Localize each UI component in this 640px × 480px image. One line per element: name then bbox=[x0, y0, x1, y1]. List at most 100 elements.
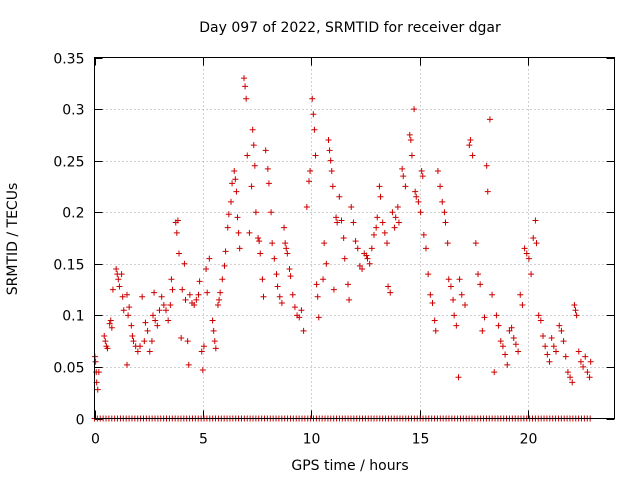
data-point bbox=[224, 224, 231, 231]
data-point bbox=[368, 245, 375, 252]
data-point bbox=[116, 283, 123, 290]
y-tick-label: 0.25 bbox=[53, 155, 84, 171]
data-point bbox=[232, 176, 239, 183]
data-point bbox=[119, 293, 126, 300]
data-point bbox=[300, 327, 307, 334]
data-point bbox=[537, 317, 544, 324]
data-point bbox=[484, 188, 491, 195]
data-point bbox=[198, 348, 205, 355]
data-point bbox=[94, 386, 101, 393]
data-point bbox=[385, 283, 392, 290]
data-point bbox=[376, 183, 383, 190]
data-point bbox=[429, 299, 436, 306]
data-point bbox=[354, 245, 361, 252]
data-point bbox=[118, 271, 125, 278]
data-point bbox=[231, 167, 238, 174]
data-point bbox=[508, 324, 515, 331]
data-point bbox=[330, 286, 337, 293]
data-point bbox=[544, 351, 551, 358]
data-point bbox=[573, 312, 580, 319]
data-point bbox=[542, 343, 549, 350]
data-point bbox=[546, 358, 553, 365]
data-point bbox=[128, 322, 135, 329]
data-point bbox=[363, 252, 370, 259]
data-point bbox=[523, 250, 530, 257]
data-point bbox=[178, 335, 185, 342]
data-point bbox=[371, 231, 377, 238]
data-point bbox=[134, 348, 141, 355]
data-point bbox=[350, 219, 357, 226]
data-point bbox=[475, 271, 481, 278]
data-point bbox=[236, 245, 243, 252]
data-point bbox=[289, 291, 296, 298]
data-point bbox=[146, 348, 153, 355]
data-point bbox=[584, 369, 591, 376]
data-point bbox=[540, 332, 546, 339]
data-point bbox=[265, 180, 272, 187]
data-point bbox=[283, 245, 290, 252]
data-point bbox=[519, 302, 526, 309]
data-point bbox=[234, 214, 241, 221]
data-point bbox=[486, 116, 493, 123]
data-point bbox=[151, 289, 158, 296]
data-point bbox=[235, 229, 242, 236]
data-point bbox=[130, 338, 137, 345]
data-point bbox=[257, 250, 264, 257]
data-point bbox=[479, 327, 486, 334]
data-point bbox=[278, 299, 285, 306]
y-tick-label: 0.2 bbox=[62, 206, 84, 222]
data-point bbox=[211, 338, 218, 345]
data-point bbox=[154, 322, 161, 329]
data-point bbox=[92, 358, 99, 365]
data-point bbox=[222, 248, 229, 255]
x-tick-label: 20 bbox=[520, 432, 538, 448]
data-point bbox=[150, 312, 156, 319]
data-point bbox=[506, 327, 513, 334]
data-point bbox=[389, 209, 396, 216]
data-point bbox=[481, 314, 488, 321]
data-point bbox=[502, 351, 509, 358]
data-point bbox=[528, 271, 535, 278]
x-tick-label: 0 bbox=[91, 432, 100, 448]
data-point bbox=[456, 276, 463, 283]
data-point bbox=[328, 167, 335, 174]
data-point bbox=[392, 214, 399, 221]
data-point bbox=[163, 307, 169, 314]
data-point bbox=[530, 235, 537, 241]
data-point bbox=[580, 363, 587, 370]
data-point bbox=[434, 167, 441, 174]
data-point bbox=[359, 265, 366, 272]
y-tick-label: 0 bbox=[76, 413, 85, 429]
data-point bbox=[462, 302, 468, 309]
data-point bbox=[553, 348, 559, 355]
data-point bbox=[489, 291, 496, 298]
data-point bbox=[340, 235, 347, 241]
data-point bbox=[115, 276, 122, 283]
data-point bbox=[269, 240, 276, 247]
data-point bbox=[379, 219, 386, 226]
data-point bbox=[199, 367, 206, 374]
y-tick-label: 0.05 bbox=[53, 361, 84, 377]
data-point bbox=[255, 235, 262, 241]
data-point bbox=[582, 353, 589, 360]
data-point bbox=[458, 291, 465, 298]
data-point bbox=[504, 361, 511, 368]
data-point bbox=[408, 152, 415, 159]
data-point bbox=[307, 167, 314, 174]
data-point bbox=[418, 167, 425, 174]
data-point bbox=[101, 332, 108, 339]
data-point bbox=[181, 260, 188, 267]
data-point bbox=[95, 369, 102, 376]
data-point bbox=[221, 262, 228, 269]
data-point bbox=[451, 312, 458, 319]
data-point bbox=[453, 322, 460, 329]
data-point bbox=[427, 291, 434, 298]
data-point bbox=[268, 209, 275, 216]
data-point bbox=[120, 307, 127, 314]
data-point bbox=[366, 260, 373, 267]
data-point bbox=[329, 183, 336, 190]
data-point bbox=[152, 317, 159, 324]
data-point bbox=[391, 224, 398, 231]
data-point bbox=[411, 106, 418, 113]
